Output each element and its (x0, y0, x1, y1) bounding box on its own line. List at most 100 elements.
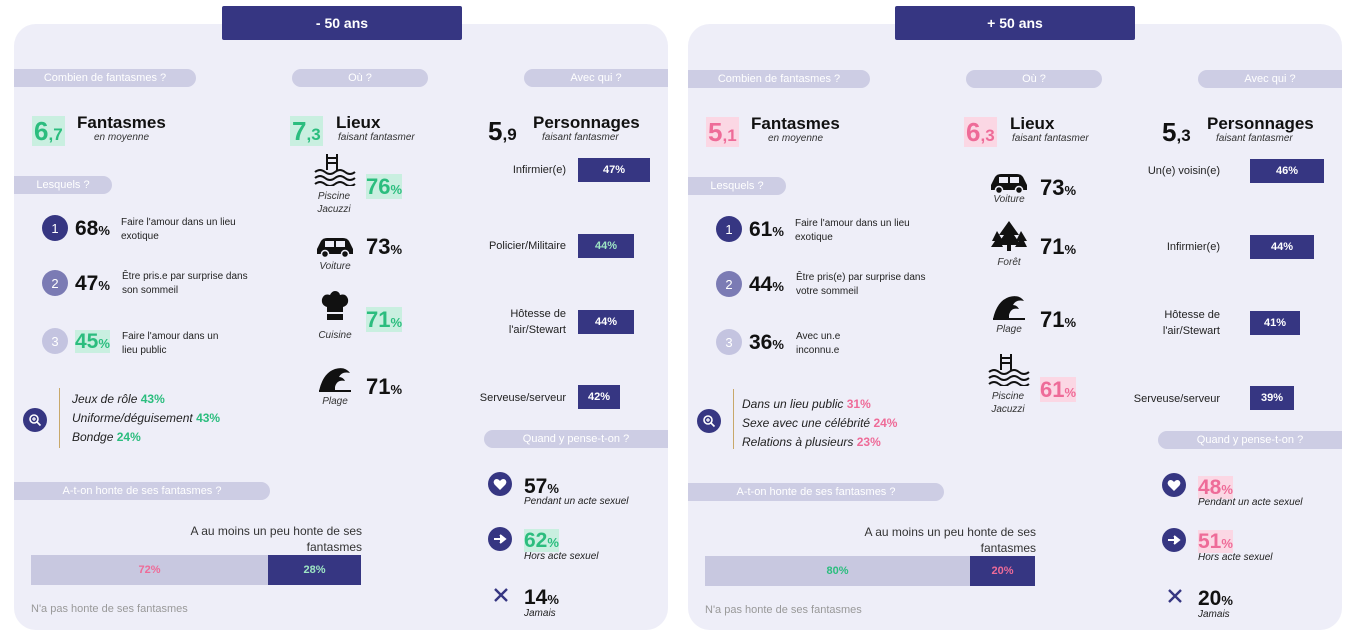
shame-bar: 80% 20% (705, 556, 1035, 586)
when-2-pct: 62% (524, 529, 559, 552)
no-shame-note: N'a pas honte de ses fantasmes (31, 603, 188, 615)
places-count: 7,3 (290, 116, 323, 146)
pill-who: Avec qui ? (1198, 70, 1342, 88)
car-icon (312, 232, 358, 260)
rank-2-pct: 44% (749, 273, 784, 296)
when-2-label: Hors acte sexuel (1198, 552, 1273, 563)
char-2-bar: 44% (578, 234, 634, 258)
places-title: Lieux (1010, 114, 1055, 133)
people-title: Personnages (533, 113, 640, 132)
loc-1-name: Piscine Jacuzzi (317, 191, 351, 215)
pill-who: Avec qui ? (524, 69, 668, 87)
people-sub: faisant fantasmer (1216, 133, 1293, 144)
char-4-bar: 39% (1250, 386, 1294, 410)
forest-icon (990, 218, 1028, 252)
places-count: 6,3 (964, 117, 997, 147)
loc-1-pct: 76% (366, 174, 403, 199)
shame-bar-no: 72% (31, 555, 268, 585)
header-over-50: + 50 ans (895, 6, 1135, 40)
rank-3-pct: 36% (749, 331, 784, 354)
extra-item: Sexe avec une célébrité 24% (742, 416, 898, 430)
loc-4-name: Plage (322, 396, 348, 407)
char-2-bar: 44% (1250, 235, 1314, 259)
rank-3-desc: Avec un.e inconnu.e (796, 331, 841, 356)
rank-2-desc: Être pris(e) par surprise dans votre som… (796, 272, 926, 297)
loc-3-pct: 71% (1040, 307, 1077, 332)
extra-item: Dans un lieu public 31% (742, 397, 871, 411)
shame-bar-yes: 20% (970, 556, 1035, 586)
shame-bar: 72% 28% (31, 555, 361, 585)
char-4-name: Serveuse/serveur (479, 392, 566, 404)
rank-2-badge: 2 (716, 271, 742, 297)
loc-2-name: Voiture (319, 261, 351, 272)
pill-shame: A-t-on honte de ses fantasmes ? (688, 483, 944, 501)
rank-1-desc: Faire l'amour dans un lieu exotique (795, 218, 910, 243)
when-1-label: Pendant un acte sexuel (1198, 497, 1303, 508)
cross-icon (1164, 585, 1186, 607)
rank-2-desc: Être pris.e par surprise dans son sommei… (122, 271, 248, 296)
people-count: 5,3 (1162, 117, 1191, 147)
wave-icon (990, 290, 1028, 322)
fantasy-count-sub: en moyenne (768, 133, 824, 144)
loc-2-pct: 71% (1040, 234, 1077, 259)
char-2-name: Policier/Militaire (488, 240, 566, 252)
char-2-name: Infirmier(e) (1166, 241, 1220, 253)
char-4-bar: 42% (578, 385, 620, 409)
pill-when: Quand y pense-t-on ? (484, 430, 668, 448)
rank-1-pct: 61% (749, 218, 784, 241)
wave-icon (316, 362, 354, 394)
loc-3-name: Cuisine (318, 330, 352, 341)
when-3-pct: 14% (524, 586, 559, 609)
fantasy-count-title: Fantasmes (751, 114, 840, 133)
extras-list: Jeux de rôle 43% Uniforme/déguisement 43… (72, 390, 220, 447)
extra-item: Uniforme/déguisement 43% (72, 411, 221, 425)
people-sub: faisant fantasmer (542, 132, 619, 143)
pill-how-many: Combien de fantasmes ? (14, 69, 196, 87)
extras-divider (733, 389, 734, 449)
char-3-bar: 41% (1250, 311, 1300, 335)
places-sub: faisant fantasmer (338, 132, 415, 143)
pool-icon (986, 352, 1032, 386)
places-title: Lieux (336, 113, 381, 132)
panel-over-50: Combien de fantasmes ? Où ? Avec qui ? 5… (688, 24, 1342, 630)
pool-icon (312, 152, 358, 186)
when-2-label: Hors acte sexuel (524, 551, 599, 562)
rank-3-desc: Faire l'amour dans un lieu public (122, 331, 219, 356)
chef-hat-icon (317, 289, 353, 323)
pill-how-many: Combien de fantasmes ? (688, 70, 870, 88)
when-2-pct: 51% (1198, 530, 1233, 553)
rank-1-badge: 1 (42, 215, 68, 241)
char-1-name: Infirmier(e) (512, 164, 566, 176)
char-3-name: Hôtesse de l'air/Stewart (508, 308, 566, 336)
rank-3-badge: 3 (42, 328, 68, 354)
rank-1-badge: 1 (716, 216, 742, 242)
when-1-label: Pendant un acte sexuel (524, 496, 629, 507)
rank-3-badge: 3 (716, 329, 742, 355)
pill-where: Où ? (966, 70, 1102, 88)
loc-3-name: Plage (996, 324, 1022, 335)
fantasy-count-title: Fantasmes (77, 113, 166, 132)
char-1-bar: 47% (578, 158, 650, 182)
extra-item: Bondge 24% (72, 430, 141, 444)
loc-1-pct: 73% (1040, 175, 1077, 200)
fantasy-count-sub: en moyenne (94, 132, 150, 143)
pill-which: Lesquels ? (688, 177, 786, 195)
panel-under-50: Combien de fantasmes ? Où ? Avec qui ? 6… (14, 24, 668, 630)
people-title: Personnages (1207, 114, 1314, 133)
loc-4-pct: 61% (1040, 377, 1077, 402)
fantasy-count: 6,7 (32, 116, 65, 146)
char-1-name: Un(e) voisin(e) (1147, 165, 1220, 177)
people-count: 5,9 (488, 116, 517, 146)
rank-2-badge: 2 (42, 270, 68, 296)
no-shame-note: N'a pas honte de ses fantasmes (705, 604, 862, 616)
header-under-50: - 50 ans (222, 6, 462, 40)
loc-2-pct: 73% (366, 234, 403, 259)
when-3-label: Jamais (1198, 609, 1230, 620)
char-3-name: Hôtesse de l'air/Stewart (1162, 309, 1220, 337)
extra-item: Relations à plusieurs 23% (742, 435, 881, 449)
pill-which: Lesquels ? (14, 176, 112, 194)
when-1-pct: 57% (524, 475, 559, 498)
extras-list: Dans un lieu public 31% Sexe avec une cé… (742, 395, 897, 452)
extras-divider (59, 388, 60, 448)
loc-3-pct: 71% (366, 307, 403, 332)
